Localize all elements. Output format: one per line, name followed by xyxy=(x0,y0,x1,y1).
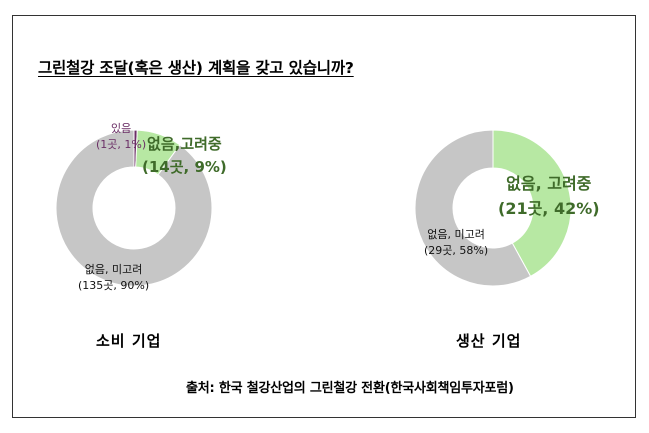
slice-label-considering-consumer-name: 없음,고려중 xyxy=(147,135,222,153)
slice-label-none-consumer: 없음, 미고려 (135곳, 90%) xyxy=(78,262,149,294)
slice-label-has-consumer-name: 있음 xyxy=(110,122,132,135)
slice-label-none-producer-name: 없음, 미고려 xyxy=(427,228,485,241)
slice-label-considering-consumer-detail: (14곳, 9%) xyxy=(142,158,227,177)
slice-label-considering-consumer: 없음,고려중 (14곳, 9%) xyxy=(142,133,227,180)
donut-slice-producer-0 xyxy=(492,129,572,278)
slice-label-considering-producer-detail: (21곳, 42%) xyxy=(498,198,600,218)
slice-label-none-consumer-name: 없음, 미고려 xyxy=(84,263,143,276)
slice-label-none-consumer-detail: (135곳, 90%) xyxy=(78,278,150,292)
source-note: 출처: 한국 철강산업의 그린철강 전환(한국사회책임투자포럼) xyxy=(186,381,514,396)
consumer-chart-title: 소비 기업 xyxy=(96,332,162,350)
slice-label-considering-producer-name: 없음, 고려중 xyxy=(506,174,592,193)
slice-label-none-producer: 없음, 미고려 (29곳, 58%) xyxy=(424,227,488,259)
slice-label-none-producer-detail: (29곳, 58%) xyxy=(424,243,489,257)
donut-slice-producer-1 xyxy=(414,129,532,287)
slice-label-considering-producer: 없음, 고려중 (21곳, 42%) xyxy=(498,172,600,222)
slice-label-has-consumer: 있음 (1곳, 1%) xyxy=(96,121,146,153)
producer-chart-title: 생산 기업 xyxy=(456,332,522,350)
slice-label-has-consumer-detail: (1곳, 1%) xyxy=(96,137,147,151)
chart-title: 그린철강 조달(혹은 생산) 계획을 갖고 있습니까? xyxy=(38,59,354,77)
donut-slice-consumer-2 xyxy=(55,129,213,287)
